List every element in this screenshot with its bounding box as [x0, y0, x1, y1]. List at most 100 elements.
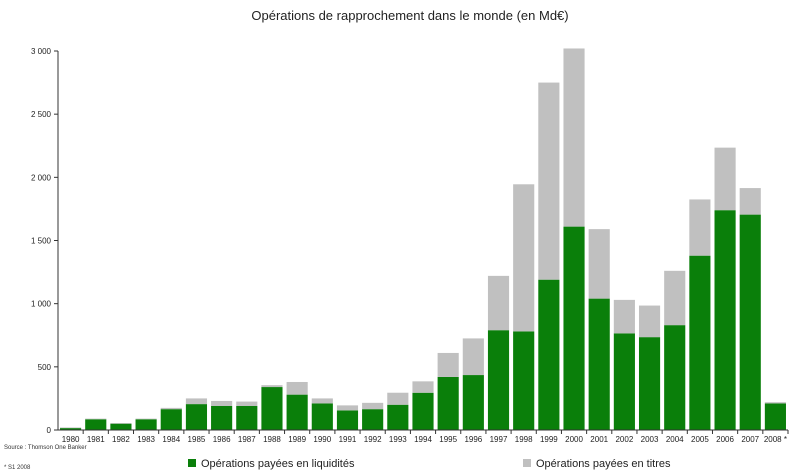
x-tick-label: 1987	[238, 435, 256, 444]
x-tick-label: 2001	[590, 435, 608, 444]
x-tick-label: 1985	[188, 435, 206, 444]
x-tick-label: 1990	[313, 435, 331, 444]
bar-cash	[387, 404, 409, 430]
bar-cash	[135, 419, 157, 430]
bar-cash	[462, 375, 484, 430]
y-axis: 0 500 1 000 1 500 2 000 2 500 3 000	[31, 47, 59, 435]
legend-swatch	[523, 459, 531, 467]
bar-cash	[110, 423, 132, 430]
x-tick-label: 1998	[515, 435, 533, 444]
bar-shares	[261, 385, 283, 388]
source-note: Source : Thomson One Banker	[4, 445, 87, 451]
bar-cash	[236, 406, 258, 430]
bar-cash	[513, 331, 535, 430]
x-tick-label: 2006	[716, 435, 734, 444]
bar-cash	[714, 210, 736, 430]
x-tick-label: 1981	[87, 435, 105, 444]
y-tick-label: 0	[47, 426, 52, 435]
bar-shares	[85, 418, 107, 420]
x-tick-label: 2007	[741, 435, 759, 444]
x-tick-label: 1996	[464, 435, 482, 444]
y-tick-label: 3 000	[31, 47, 52, 56]
bar-cash	[588, 298, 610, 430]
bar-cash	[764, 403, 786, 430]
bar-shares	[513, 184, 535, 332]
bar-shares	[286, 381, 308, 395]
bars-layer	[60, 48, 786, 430]
bar-cash	[538, 279, 560, 430]
x-tick-label: 1983	[137, 435, 155, 444]
x-tick-label: 2002	[615, 435, 633, 444]
x-tick-label: 1994	[414, 435, 432, 444]
y-tick-label: 1 500	[31, 237, 52, 246]
bar-shares	[588, 229, 610, 299]
x-tick-label: 1980	[62, 435, 80, 444]
bar-shares	[336, 405, 359, 411]
x-tick-label: 1988	[263, 435, 281, 444]
bar-shares	[211, 400, 233, 406]
bar-shares	[689, 199, 711, 256]
y-tick-label: 1 000	[31, 300, 52, 309]
legend-label: Opérations payées en titres	[536, 458, 671, 470]
x-tick-label: 1991	[339, 435, 357, 444]
bar-cash	[336, 410, 359, 430]
legend: Opérations payées en liquidités Opération…	[188, 458, 671, 470]
bar-shares	[412, 381, 434, 393]
bar-shares	[437, 352, 459, 377]
legend-label: Opérations payées en liquidités	[201, 458, 355, 470]
bar-shares	[764, 402, 786, 404]
bar-cash	[412, 392, 434, 430]
bar-shares	[538, 82, 560, 280]
x-tick-label: 2004	[666, 435, 684, 444]
bar-shares	[387, 392, 409, 405]
bar-cash	[638, 337, 661, 430]
x-tick-label: 1999	[540, 435, 558, 444]
bar-cash	[437, 376, 459, 430]
footnote: * S1 2008	[4, 465, 31, 471]
bar-cash	[185, 404, 208, 430]
bar-shares	[563, 48, 585, 227]
bar-cash	[664, 325, 686, 430]
x-tick-label: 1993	[389, 435, 407, 444]
bar-shares	[462, 338, 484, 376]
x-tick-label: 1997	[490, 435, 508, 444]
legend-swatch	[188, 459, 196, 467]
chart-title: Opérations de rapprochement dans le mond…	[251, 8, 568, 23]
bar-cash	[60, 428, 82, 430]
bar-shares	[110, 423, 132, 424]
y-tick-label: 2 500	[31, 110, 52, 119]
x-tick-label: 2003	[641, 435, 659, 444]
bar-cash	[739, 214, 761, 430]
x-tick-label: 2008 *	[764, 435, 787, 444]
bar-shares	[185, 398, 208, 405]
bar-shares	[638, 305, 661, 338]
bar-shares	[236, 401, 258, 406]
bar-cash	[362, 409, 384, 430]
bar-shares	[739, 188, 761, 215]
bar-cash	[311, 403, 333, 430]
bar-shares	[714, 147, 736, 211]
x-axis: 1980 1981 1982 1983 1984 1985 1986 1987 1988 1989…	[58, 429, 789, 444]
x-tick-label: 1984	[162, 435, 180, 444]
x-tick-label: 1989	[288, 435, 306, 444]
y-tick-label: 500	[38, 363, 52, 372]
bar-cash	[286, 394, 308, 430]
bar-shares	[135, 418, 157, 420]
bar-cash	[563, 226, 585, 430]
bar-cash	[487, 330, 510, 430]
x-tick-label: 1995	[439, 435, 457, 444]
x-tick-label: 1982	[112, 435, 130, 444]
x-tick-label: 1992	[364, 435, 382, 444]
x-tick-label: 2000	[565, 435, 583, 444]
bar-cash	[261, 387, 283, 430]
bar-shares	[487, 275, 510, 331]
bar-cash	[85, 419, 107, 430]
bar-cash	[689, 255, 711, 430]
bar-cash	[160, 409, 182, 430]
bar-cash	[211, 406, 233, 430]
x-tick-label: 2005	[691, 435, 709, 444]
bar-shares	[60, 427, 82, 429]
bar-shares	[362, 402, 384, 410]
bar-cash	[613, 333, 635, 430]
